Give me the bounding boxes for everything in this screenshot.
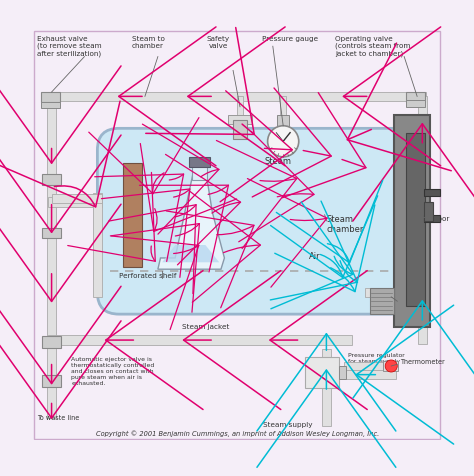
Polygon shape [158,164,224,269]
Bar [47,96,56,340]
Text: Steam jacket: Steam jacket [182,324,229,330]
Circle shape [385,360,397,372]
Text: Steam to
chamber: Steam to chamber [132,36,165,49]
Bar [41,92,60,101]
Bar [92,193,102,297]
Bar [233,119,247,139]
Bar [305,357,339,387]
Bar [327,370,395,379]
Bar [48,335,352,345]
Bar [424,189,439,196]
Bar [47,336,56,418]
Bar [406,100,425,107]
Bar [52,194,102,203]
Bar [370,288,394,314]
Circle shape [268,126,299,157]
Text: Safety
valve: Safety valve [207,36,230,49]
Text: Steam
chamber: Steam chamber [327,215,364,234]
Bar [48,91,426,101]
Bar [42,375,61,387]
Bar [424,215,439,222]
Bar [123,163,142,267]
Bar [394,115,430,327]
Bar [424,202,433,221]
Bar [277,115,289,126]
Bar [418,284,427,345]
Text: Door: Door [432,216,449,222]
Text: Thermometer: Thermometer [400,359,445,365]
Text: Sediment
screen: Sediment screen [399,297,430,310]
Polygon shape [162,245,219,262]
Bar [42,228,61,238]
Bar [383,361,398,371]
Text: Air: Air [309,252,321,261]
Bar [418,96,427,288]
Text: Exhaust valve
(to remove steam
after sterilization): Exhaust valve (to remove steam after ste… [37,36,101,57]
Text: Steam supply: Steam supply [263,422,312,428]
Text: Automatic ejector valve is
thermostatically controlled
and closes on contact wit: Automatic ejector valve is thermostatica… [72,357,155,386]
Bar [228,115,252,124]
Text: To waste line: To waste line [37,415,79,421]
Bar [42,174,61,185]
Text: Pressure regulator
for steam supply: Pressure regulator for steam supply [348,353,405,364]
Bar [365,288,426,298]
Bar [280,96,286,126]
Bar [406,133,425,306]
Bar [370,288,426,297]
Bar [322,349,331,426]
Bar [344,362,383,370]
Text: Pressure gauge: Pressure gauge [262,36,318,42]
Text: Steam: Steam [264,157,291,166]
Bar [191,163,207,180]
Bar [406,92,425,101]
Text: Perforated shelf: Perforated shelf [119,273,176,278]
Bar [189,157,210,167]
Bar [48,197,102,207]
Text: Copyright © 2001 Benjamin Cummings, an imprint of Addison Wesley Longman, Inc.: Copyright © 2001 Benjamin Cummings, an i… [96,430,379,437]
Text: Operating valve
(controls steam from
jacket to chamber): Operating valve (controls steam from jac… [335,36,410,57]
Bar [237,96,243,122]
Bar [339,366,346,379]
FancyBboxPatch shape [97,129,413,314]
Bar [41,101,60,109]
Bar [42,336,61,348]
